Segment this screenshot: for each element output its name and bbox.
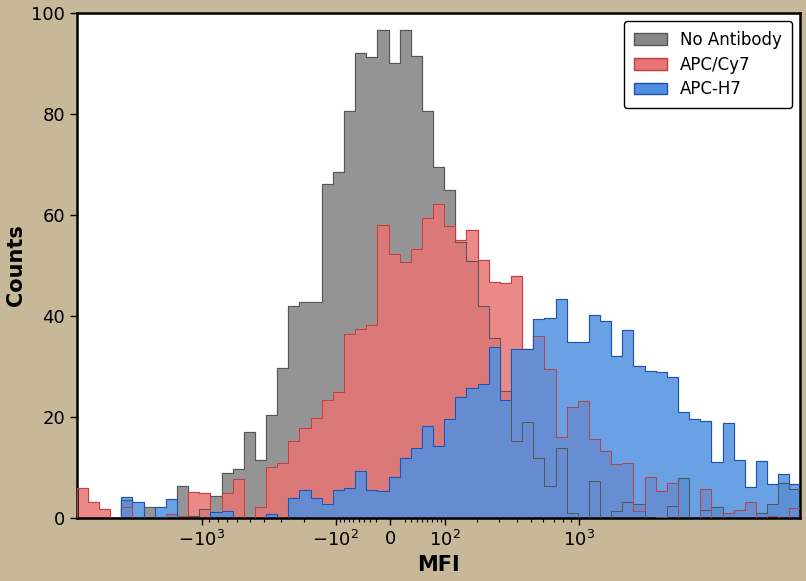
Y-axis label: Counts: Counts: [6, 224, 26, 306]
Polygon shape: [77, 30, 800, 518]
Legend: No Antibody, APC/Cy7, APC-H7: No Antibody, APC/Cy7, APC-H7: [624, 21, 792, 108]
Polygon shape: [77, 299, 800, 518]
Polygon shape: [77, 204, 800, 518]
X-axis label: MFI: MFI: [418, 555, 460, 575]
